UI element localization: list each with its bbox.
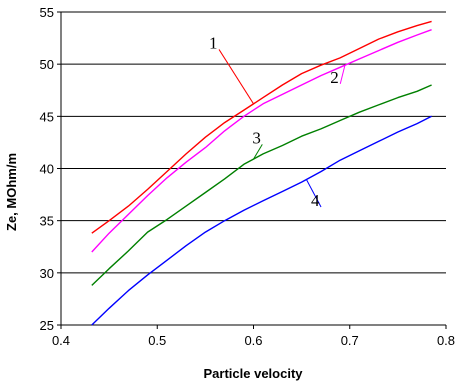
y-tick-label: 30 bbox=[40, 266, 54, 281]
annotations: 1 2 3 4 bbox=[209, 33, 346, 210]
x-tick-label: 0.6 bbox=[244, 333, 262, 348]
series-line-2 bbox=[91, 29, 432, 253]
annotation-leader-3 bbox=[253, 144, 263, 160]
series-label-4: 4 bbox=[311, 191, 320, 210]
x-tick-label: 0.4 bbox=[52, 333, 70, 348]
x-tick-label: 0.7 bbox=[341, 333, 359, 348]
y-tick-label: 45 bbox=[40, 109, 54, 124]
series-line-4 bbox=[91, 115, 432, 326]
series-label-2: 2 bbox=[330, 68, 339, 87]
series-line-1 bbox=[91, 20, 432, 234]
series-group bbox=[91, 20, 432, 326]
y-tick-label: 25 bbox=[40, 318, 54, 333]
x-axis-title: Particle velocity bbox=[204, 366, 304, 381]
annotation-leader-4 bbox=[305, 179, 322, 208]
series-line-3 bbox=[91, 84, 432, 286]
annotation-leader-2 bbox=[339, 65, 346, 84]
y-tick-label: 50 bbox=[40, 57, 54, 72]
y-tick-label: 40 bbox=[40, 162, 54, 177]
axes: 25 30 35 40 45 50 55 0.4 0.5 0.6 0.7 0.8 bbox=[40, 5, 456, 348]
annotation-leader-1 bbox=[218, 49, 254, 105]
y-tick-label: 35 bbox=[40, 214, 54, 229]
y-tick-label: 55 bbox=[40, 5, 54, 20]
series-label-3: 3 bbox=[252, 128, 261, 147]
gridlines bbox=[61, 11, 446, 274]
y-axis-title: Ze, MOhm/m bbox=[4, 153, 19, 231]
series-label-1: 1 bbox=[209, 33, 218, 52]
x-tick-label: 0.8 bbox=[437, 333, 455, 348]
x-tick-label: 0.5 bbox=[148, 333, 166, 348]
